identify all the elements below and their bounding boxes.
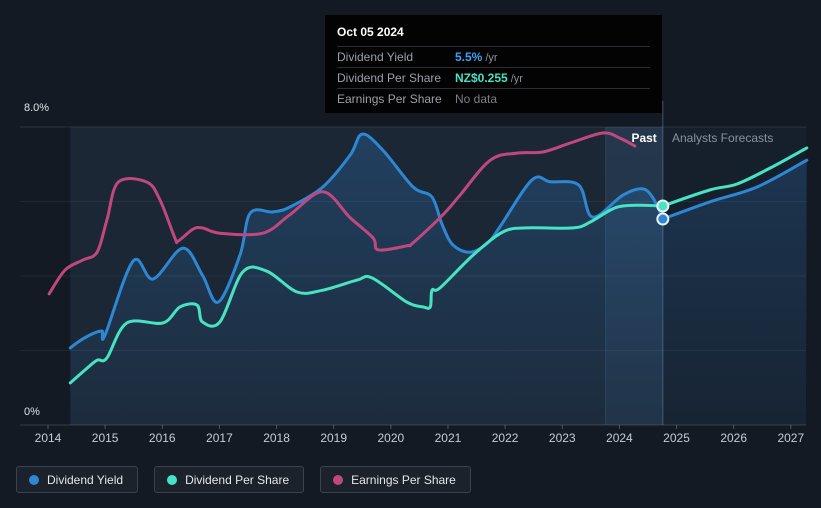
x-axis-label-2025: 2025	[663, 431, 690, 445]
x-axis-label-2014: 2014	[34, 431, 62, 445]
y-axis-label-top: 8.0%	[24, 102, 50, 114]
dividend-yield-area-forecast	[662, 160, 807, 425]
legend-label: Dividend Yield	[47, 472, 124, 487]
x-axis-label-2019: 2019	[320, 431, 348, 445]
x-axis-label-2021: 2021	[434, 431, 462, 445]
x-axis: 2014 2015 2016 2017 2018 2019 2020 2021 2022 2023…	[0, 431, 821, 447]
x-axis-label-2027: 2027	[777, 431, 805, 445]
legend-item-dividend-per-share[interactable]: Dividend Per Share	[154, 466, 305, 493]
legend: Dividend Yield Dividend Per Share Earnin…	[16, 466, 471, 493]
x-axis-label-2024: 2024	[606, 431, 633, 445]
legend-item-earnings-per-share[interactable]: Earnings Per Share	[320, 466, 471, 493]
tooltip-label: Dividend Per Share	[337, 71, 442, 85]
tooltip-row-dividend-per-share: Dividend Per Share NZ$0.255/yr	[337, 67, 650, 88]
tooltip-label: Dividend Yield	[337, 50, 414, 64]
dividend-yield-area-past	[70, 134, 663, 425]
tooltip-label: Earnings Per Share	[337, 92, 442, 106]
x-axis-label-2015: 2015	[91, 431, 119, 445]
dividend-per-share-forecast-line	[661, 146, 809, 208]
chart-canvas[interactable]	[0, 0, 821, 460]
dividend-yield-dot-icon	[29, 474, 39, 485]
dividend-yield-marker	[656, 212, 670, 226]
legend-label: Dividend Per Share	[185, 472, 290, 487]
tooltip-value: 5.5%/yr	[455, 50, 498, 64]
dividend-per-share-line	[68, 203, 665, 385]
x-axis-label-2018: 2018	[263, 431, 290, 445]
y-axis-label-bottom: 0%	[24, 406, 40, 418]
dividend-per-share-marker	[656, 199, 670, 213]
tooltip-row-earnings-per-share: Earnings Per Share No data	[337, 88, 650, 109]
x-axis-label-2026: 2026	[720, 431, 748, 445]
tooltip-row-dividend-yield: Dividend Yield 5.5%/yr	[337, 46, 650, 67]
dividend-yield-forecast-line	[661, 158, 809, 221]
x-axis-label-2023: 2023	[548, 431, 576, 445]
x-axis-label-2020: 2020	[377, 431, 405, 445]
analysts-forecasts-label: Analysts Forecasts	[672, 131, 774, 145]
hover-tooltip: Oct 05 2024 Dividend Yield 5.5%/yr Divid…	[325, 15, 662, 113]
dividend-yield-line	[68, 132, 665, 350]
legend-label: Earnings Per Share	[351, 472, 456, 487]
past-label: Past	[631, 131, 657, 145]
x-axis-label-2017: 2017	[206, 431, 233, 445]
earnings-per-share-line	[47, 131, 637, 296]
x-axis-label-2016: 2016	[148, 431, 176, 445]
tooltip-value: No data	[455, 92, 498, 106]
legend-item-dividend-yield[interactable]: Dividend Yield	[16, 466, 139, 493]
tooltip-date: Oct 05 2024	[337, 25, 404, 39]
dividend-per-share-dot-icon	[167, 474, 178, 485]
tooltip-value: NZ$0.255/yr	[455, 71, 523, 85]
x-axis-label-2022: 2022	[491, 431, 519, 445]
earnings-per-share-dot-icon	[333, 474, 344, 485]
